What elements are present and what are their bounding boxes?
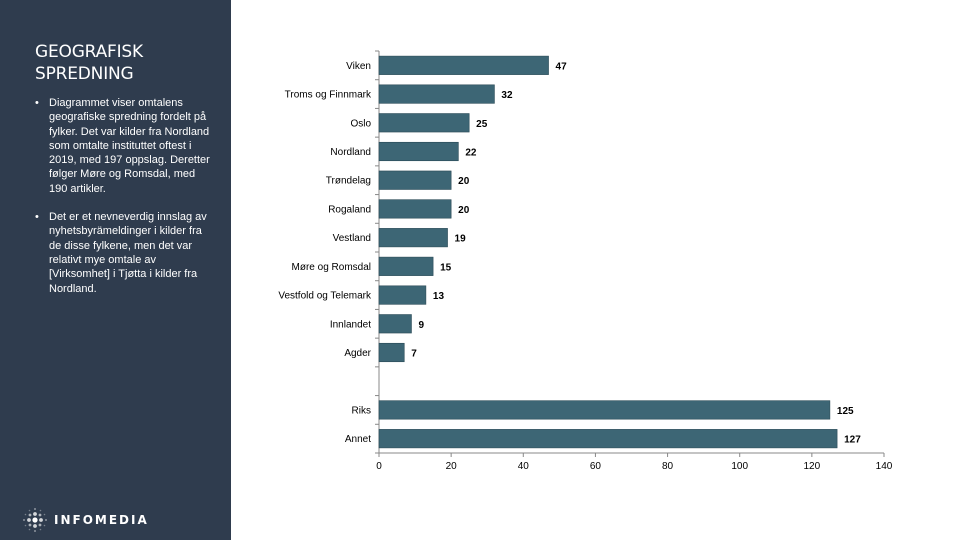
x-tick-label: 40 [518, 461, 530, 472]
value-label: 15 [440, 262, 452, 273]
value-label: 22 [465, 148, 477, 159]
x-tick-label: 120 [804, 461, 821, 472]
bar [378, 342, 405, 363]
bar [378, 228, 448, 248]
category-label: Annet [345, 434, 371, 445]
bar [378, 400, 831, 420]
bar [378, 314, 412, 334]
sidebar-panel: GEOGRAFISK SPREDNING Diagrammet viser om… [0, 0, 231, 540]
bullet-item-1: Diagrammet viser omtalens geografiske sp… [35, 96, 215, 196]
x-tick-label: 0 [376, 461, 382, 472]
category-label: Oslo [350, 118, 371, 129]
category-label: Vestfold og Telemark [278, 291, 372, 302]
bar [378, 141, 459, 162]
value-label: 19 [455, 234, 467, 245]
category-label: Riks [352, 405, 371, 416]
category-label: Nordland [330, 147, 371, 158]
category-label: Trøndelag [326, 176, 371, 187]
value-label: 127 [844, 435, 861, 446]
value-label: 32 [501, 90, 513, 101]
bar [378, 84, 495, 104]
bar [378, 256, 434, 276]
bar [378, 55, 549, 75]
x-tick-label: 80 [662, 461, 674, 472]
x-tick-label: 100 [731, 461, 748, 472]
x-tick-label: 20 [446, 461, 458, 472]
category-label: Troms og Finnmark [285, 90, 372, 101]
value-label: 7 [411, 349, 417, 360]
category-label: Agder [344, 348, 371, 359]
chart-area: 0 20 40 60 80 100 120 140 Viken 47 Troms og Finnma… [231, 0, 960, 540]
value-label: 125 [837, 406, 854, 417]
category-label: Rogaland [328, 204, 371, 215]
logo-dots-icon [23, 508, 47, 532]
category-label: Vestland [333, 233, 371, 244]
bullet-list: Diagrammet viser omtalens geografiske sp… [35, 96, 215, 310]
bullet-item-2: Det er et nevneverdig innslag av nyhetsb… [35, 210, 215, 296]
bar [378, 199, 452, 219]
value-label: 25 [476, 119, 488, 130]
value-label: 20 [458, 176, 470, 187]
value-label: 47 [556, 61, 568, 72]
bar [378, 170, 452, 190]
category-label: Viken [346, 61, 371, 72]
bar [378, 285, 427, 305]
value-label: 9 [418, 320, 424, 331]
logo-text: INFOMEDIA [54, 513, 149, 527]
bar [378, 113, 470, 133]
bar [378, 429, 838, 449]
value-label: 13 [433, 291, 445, 302]
category-label: Møre og Romsdal [292, 262, 371, 273]
category-label: Innlandet [330, 319, 371, 330]
value-label: 20 [458, 205, 470, 216]
infomedia-logo: INFOMEDIA [22, 506, 149, 534]
x-tick-label: 60 [590, 461, 602, 472]
slide-title: GEOGRAFISK SPREDNING [35, 42, 143, 84]
bar-chart: 0 20 40 60 80 100 120 140 Viken 47 Troms og Finnma… [278, 50, 893, 472]
x-tick-label: 140 [876, 461, 893, 472]
